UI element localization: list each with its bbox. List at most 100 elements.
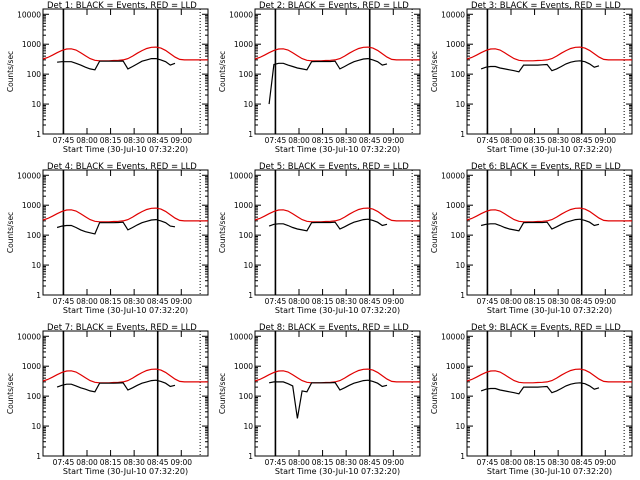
- x-tick-label: 08:15: [312, 297, 334, 306]
- detector-panel-1: Det 1: BLACK = Events, RED = LLD 1 10 100 10…: [6, 1, 209, 154]
- y-tick-label: 10: [31, 261, 41, 270]
- detector-panel-9: Det 9: BLACK = Events, RED = LLD 1 10 100 10…: [430, 323, 633, 476]
- y-tick-label: 10000: [441, 10, 465, 19]
- x-tick-label: 07:45: [477, 458, 499, 467]
- y-tick-label: 1000: [22, 362, 41, 371]
- events-series-line: [268, 379, 388, 419]
- plot-frame: [254, 8, 421, 135]
- y-axis-label: Counts/sec: [6, 373, 15, 414]
- x-tick-label: 08:30: [547, 297, 569, 306]
- y-tick-label: 1000: [234, 40, 253, 49]
- lld-series-line: [42, 207, 208, 223]
- x-tick-label: 08:45: [359, 297, 381, 306]
- y-axis-label: Counts/sec: [218, 212, 227, 253]
- x-axis-label: Start Time (30-Jul-10 07:32:20): [63, 306, 188, 315]
- y-tick-label: 10000: [229, 10, 253, 19]
- plot-frame: [254, 330, 421, 457]
- plot-frame: [42, 8, 209, 135]
- x-tick-label: 09:00: [382, 297, 404, 306]
- y-tick-label: 10: [243, 261, 253, 270]
- detector-panel-4: Det 4: BLACK = Events, RED = LLD 1 10 100 10…: [6, 162, 209, 315]
- y-tick-label: 100: [239, 231, 254, 240]
- y-axis-label: Counts/sec: [218, 373, 227, 414]
- detector-panel-6: Det 6: BLACK = Events, RED = LLD 1 10 100 10…: [430, 162, 633, 315]
- y-tick-label: 1: [36, 452, 41, 461]
- x-tick-label: 07:45: [53, 136, 75, 145]
- x-axis-label: Start Time (30-Jul-10 07:32:20): [487, 467, 612, 476]
- events-series-line: [57, 57, 176, 71]
- y-tick-label: 1: [248, 130, 253, 139]
- y-tick-label: 10: [31, 422, 41, 431]
- panel-title: Det 5: BLACK = Events, RED = LLD: [259, 162, 409, 172]
- y-tick-label: 1: [460, 130, 465, 139]
- y-tick-label: 10000: [229, 332, 253, 341]
- y-tick-label: 1000: [234, 362, 253, 371]
- lld-series-line: [254, 207, 420, 223]
- y-tick-label: 1: [36, 291, 41, 300]
- y-tick-label: 100: [451, 231, 466, 240]
- detector-panel-2: Det 2: BLACK = Events, RED = LLD 1 10 100 10…: [218, 1, 421, 154]
- x-tick-label: 07:45: [265, 458, 287, 467]
- x-tick-label: 08:45: [571, 458, 593, 467]
- y-tick-label: 1000: [22, 201, 41, 210]
- panel-title: Det 3: BLACK = Events, RED = LLD: [471, 1, 621, 11]
- x-tick-label: 08:00: [288, 297, 310, 306]
- y-tick-label: 10000: [17, 171, 41, 180]
- x-tick-label: 08:30: [123, 136, 145, 145]
- x-tick-label: 09:00: [382, 458, 404, 467]
- x-tick-label: 08:15: [524, 136, 546, 145]
- x-tick-label: 09:00: [594, 136, 616, 145]
- events-series-line: [480, 218, 600, 232]
- y-tick-label: 1: [460, 452, 465, 461]
- x-axis-label: Start Time (30-Jul-10 07:32:20): [275, 306, 400, 315]
- x-tick-label: 08:15: [312, 458, 334, 467]
- y-tick-label: 10000: [229, 171, 253, 180]
- y-tick-label: 1000: [446, 40, 465, 49]
- x-tick-label: 08:15: [524, 458, 546, 467]
- y-tick-label: 1000: [446, 362, 465, 371]
- x-tick-label: 08:00: [76, 136, 98, 145]
- y-tick-label: 1000: [446, 201, 465, 210]
- y-tick-label: 100: [451, 70, 466, 79]
- y-tick-label: 10: [455, 422, 465, 431]
- y-tick-label: 10: [243, 422, 253, 431]
- x-tick-label: 08:30: [335, 297, 357, 306]
- x-tick-label: 07:45: [265, 136, 287, 145]
- y-tick-label: 10: [31, 100, 41, 109]
- y-tick-label: 10000: [441, 332, 465, 341]
- y-tick-label: 1000: [22, 40, 41, 49]
- x-axis-label: Start Time (30-Jul-10 07:32:20): [275, 145, 400, 154]
- detector-panel-7: Det 7: BLACK = Events, RED = LLD 1 10 100 10…: [6, 323, 209, 476]
- x-tick-label: 08:45: [571, 297, 593, 306]
- lld-series-line: [254, 368, 420, 384]
- y-tick-label: 10000: [17, 10, 41, 19]
- events-series-line: [480, 60, 600, 73]
- x-tick-label: 08:15: [524, 297, 546, 306]
- x-tick-label: 08:30: [123, 297, 145, 306]
- y-tick-label: 10: [243, 100, 253, 109]
- plot-frame: [466, 8, 633, 135]
- events-series-line: [56, 379, 176, 393]
- panel-title: Det 7: BLACK = Events, RED = LLD: [47, 323, 197, 333]
- y-axis-label: Counts/sec: [430, 51, 439, 92]
- plot-frame: [466, 169, 633, 296]
- y-axis-label: Counts/sec: [430, 212, 439, 253]
- lld-series-line: [466, 46, 632, 62]
- lld-series-line: [466, 368, 632, 384]
- x-tick-label: 07:45: [477, 136, 499, 145]
- y-axis-label: Counts/sec: [430, 373, 439, 414]
- x-tick-label: 08:30: [547, 136, 569, 145]
- x-tick-label: 08:00: [76, 297, 98, 306]
- y-tick-label: 10000: [441, 171, 465, 180]
- detector-panel-3: Det 3: BLACK = Events, RED = LLD 1 10 100 10…: [430, 1, 633, 154]
- x-tick-label: 09:00: [170, 136, 192, 145]
- y-tick-label: 100: [27, 392, 42, 401]
- panel-title: Det 2: BLACK = Events, RED = LLD: [259, 1, 409, 11]
- y-tick-label: 100: [239, 70, 254, 79]
- x-tick-label: 08:15: [100, 458, 122, 467]
- y-tick-label: 1: [248, 452, 253, 461]
- plot-frame: [254, 169, 421, 296]
- detector-panel-5: Det 5: BLACK = Events, RED = LLD 1 10 100 10…: [218, 162, 421, 315]
- plot-frame: [42, 169, 209, 296]
- x-tick-label: 08:15: [100, 136, 122, 145]
